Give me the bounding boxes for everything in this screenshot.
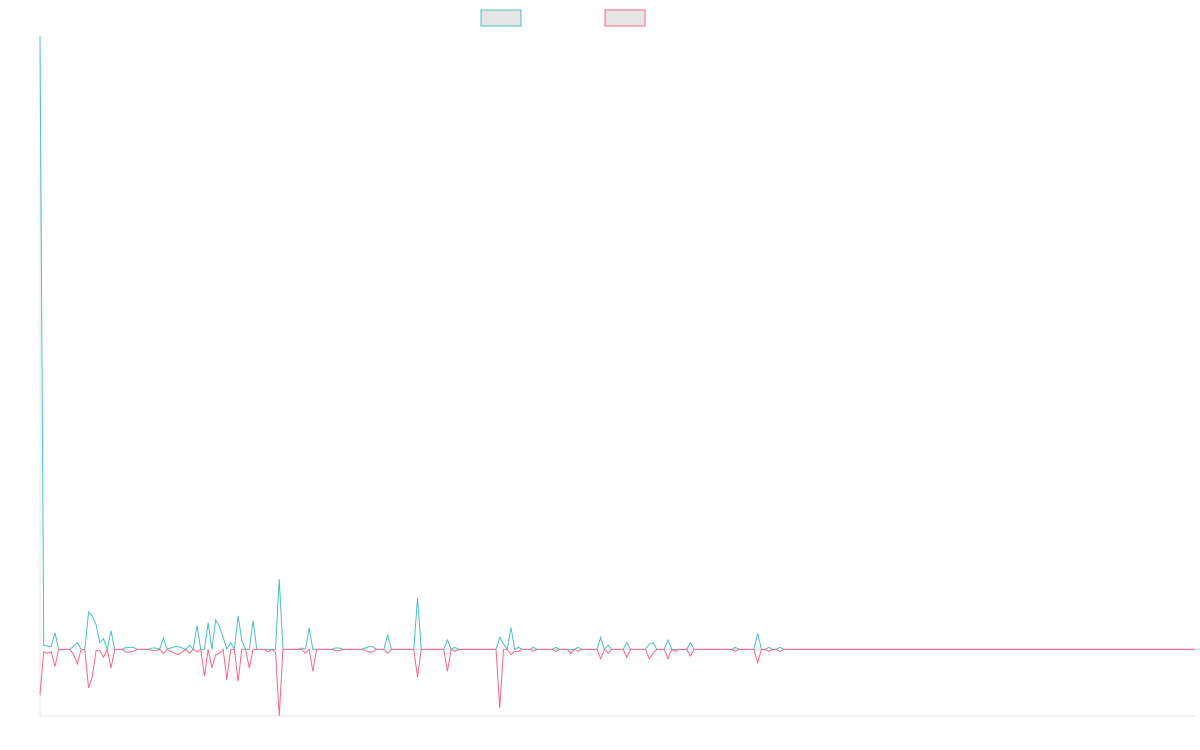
legend[interactable] — [480, 9, 646, 27]
legend-swatch-series-1[interactable] — [480, 9, 522, 27]
axes — [39, 36, 1195, 717]
series-layer — [39, 35, 1195, 717]
legend-swatch-series-2[interactable] — [604, 9, 646, 27]
series-line-2[interactable] — [39, 647, 1195, 717]
series-line-1[interactable] — [39, 35, 1195, 652]
